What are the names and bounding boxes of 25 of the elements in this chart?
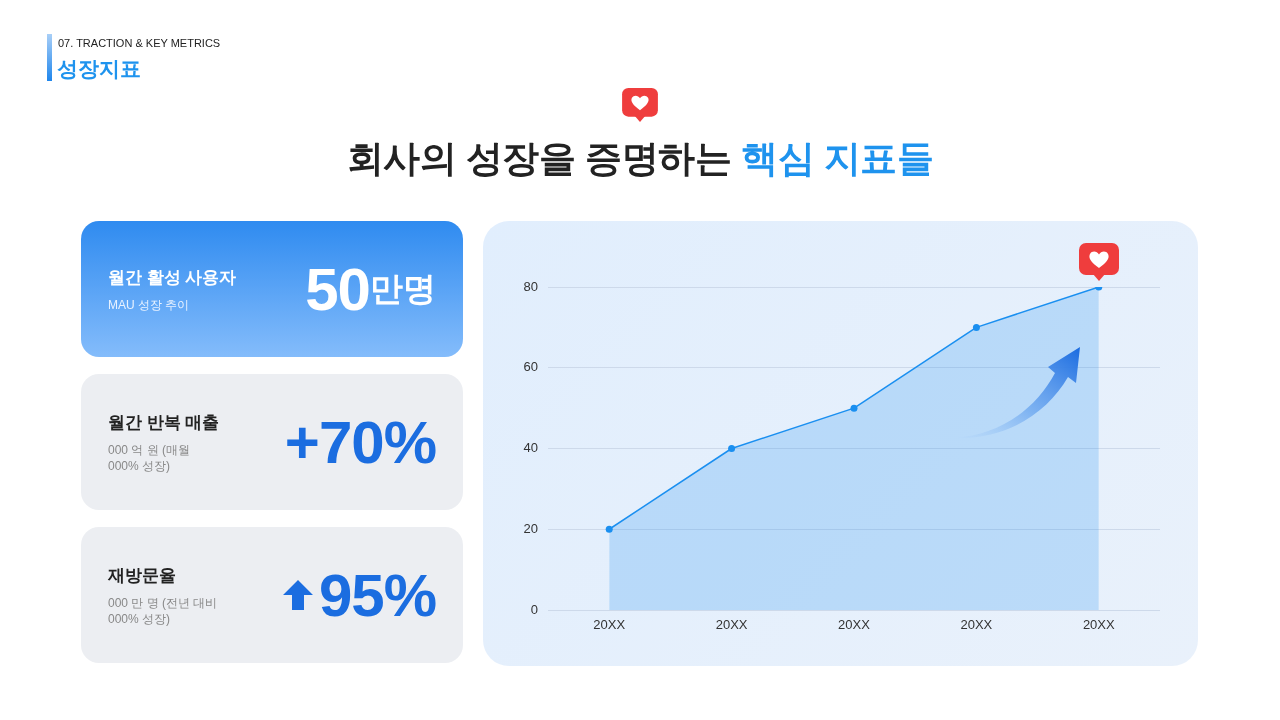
text: 월간 활성 사용자 — [108, 266, 238, 289]
point — [850, 404, 858, 412]
y-tick-label: 40 — [523, 440, 538, 456]
text: 월간 반복 매출 — [108, 411, 221, 434]
x-tick-label: 20XX — [715, 617, 748, 633]
x-tick-label: 20XX — [838, 617, 871, 633]
x-tick-label: 20XX — [960, 617, 993, 633]
text: 000 만 명 (전년 대비 000% 성장) — [108, 594, 219, 627]
text: 재방문율 — [108, 564, 177, 587]
text: 95% — [318, 560, 436, 630]
y-tick-label: 20 — [523, 520, 538, 536]
point — [728, 445, 736, 452]
text: 000 억 원 (매월 000% 성장) — [108, 441, 192, 474]
point — [605, 525, 613, 533]
point — [972, 323, 980, 331]
x-tick-label: 20XX — [1082, 617, 1116, 633]
y-tick-label: 60 — [523, 359, 538, 375]
text: 성장지표 — [57, 56, 141, 82]
text: 07. TRACTION & KEY METRICS — [58, 37, 221, 49]
y-tick-label: 0 — [530, 601, 538, 617]
text: MAU 성장 추이 — [108, 296, 191, 313]
y-tick-label: 80 — [523, 278, 538, 294]
text: 회사의 성장을 증명하는 핵심 지표들 — [345, 137, 935, 181]
text: +70% — [284, 407, 436, 477]
x-tick-label: 20XX — [593, 617, 626, 633]
